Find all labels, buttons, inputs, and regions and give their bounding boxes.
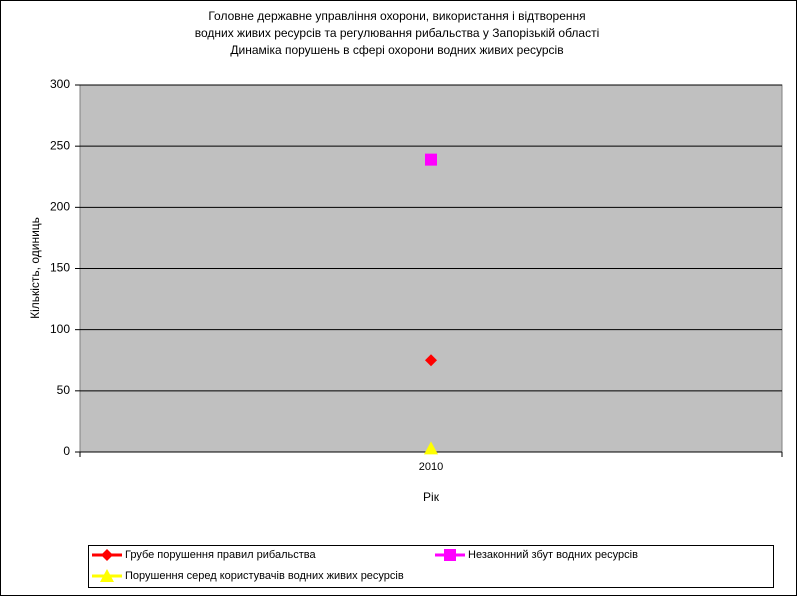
legend-label: Порушення серед користувачів водних живи… — [125, 570, 404, 582]
y-tick-label: 200 — [50, 200, 70, 214]
marker-diamond — [425, 354, 437, 367]
legend-label: Грубе порушення правил рибальства — [125, 549, 316, 561]
x-axis-label: Рік — [423, 490, 440, 504]
marker-triangle — [424, 441, 438, 455]
marker-diamond — [101, 549, 113, 561]
chart-title: водних живих ресурсів та регулювання риб… — [195, 26, 600, 40]
x-tick-label: 2010 — [419, 461, 443, 473]
legend-box — [88, 545, 774, 588]
legend-label: Незаконний збут водних ресурсів — [468, 549, 638, 561]
y-tick-label: 50 — [57, 383, 71, 397]
y-tick-label: 250 — [50, 138, 70, 152]
marker-square — [425, 153, 437, 166]
chart-title: Головне державне управління охорони, вик… — [208, 9, 585, 23]
y-tick-label: 100 — [50, 322, 70, 336]
y-tick-label: 0 — [63, 444, 70, 458]
chart-title: Динаміка порушень в сфері охорони водних… — [230, 43, 563, 57]
marker-square — [444, 549, 456, 561]
marker-triangle — [100, 569, 114, 582]
y-tick-label: 150 — [50, 261, 70, 275]
y-axis-label: Кількість, одиниць — [28, 217, 42, 319]
y-tick-label: 300 — [50, 77, 70, 91]
